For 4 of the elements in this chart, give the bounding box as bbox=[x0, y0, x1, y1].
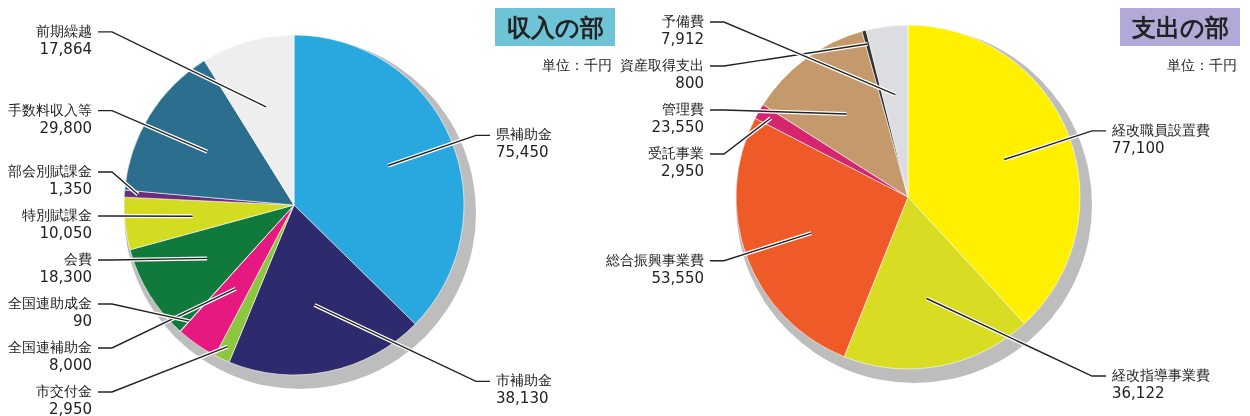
text: 単位：千円 bbox=[542, 57, 612, 73]
chart-title: 支出の部 bbox=[1130, 14, 1229, 42]
text: 単位：千円 bbox=[1167, 57, 1237, 73]
chart-title: 収入の部 bbox=[506, 14, 604, 42]
